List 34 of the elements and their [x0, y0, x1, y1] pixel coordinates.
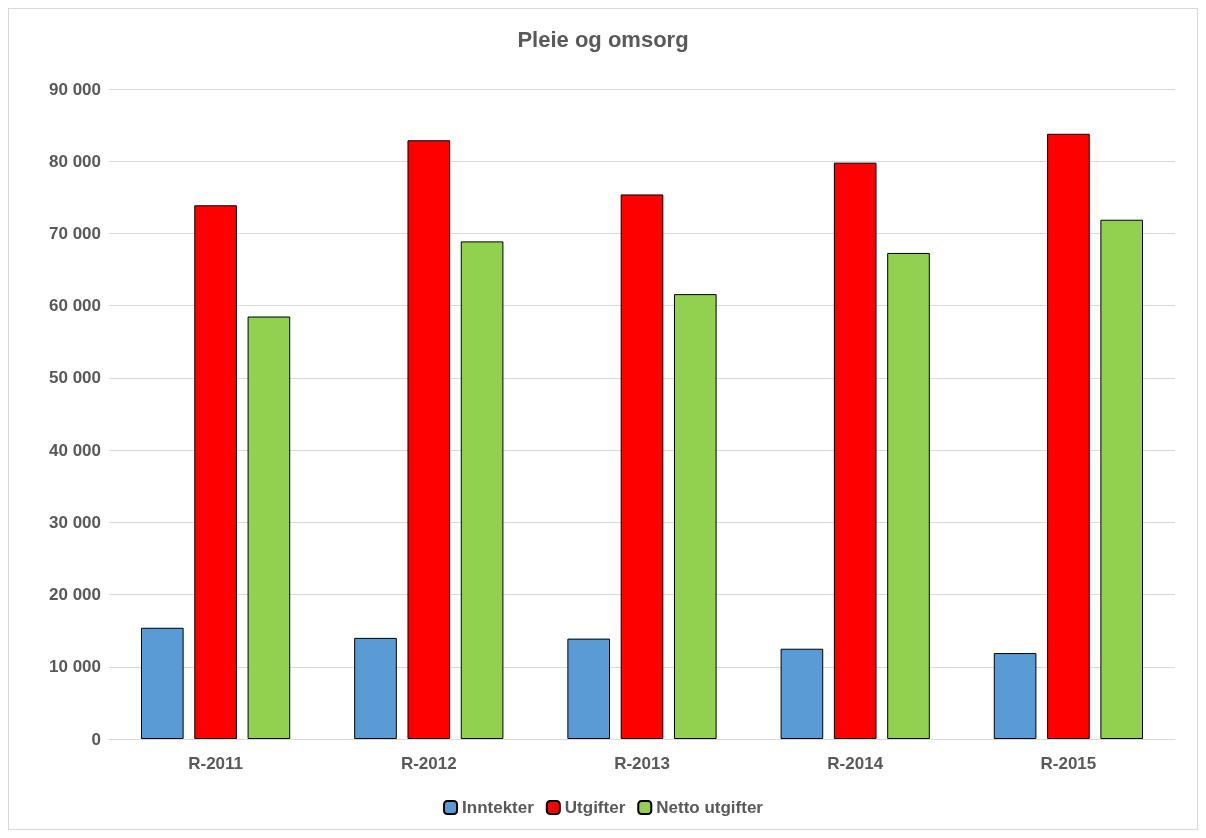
bar — [140, 627, 184, 739]
bar — [567, 638, 611, 739]
bar — [993, 653, 1037, 739]
y-tick-label: 50 000 — [49, 368, 101, 388]
bar — [354, 637, 397, 739]
x-tick-label: R-2011 — [188, 754, 244, 773]
bar — [407, 140, 451, 739]
y-tick-label: 40 000 — [49, 440, 101, 460]
y-tick-label: 90 000 — [49, 79, 101, 99]
x-tick-label: R-2015 — [1040, 754, 1097, 773]
legend-label: Utgifter — [564, 798, 626, 817]
bar — [887, 252, 930, 739]
y-tick-label: 10 000 — [49, 657, 101, 677]
legend-label: Netto utgifter — [656, 798, 764, 817]
bar — [673, 294, 717, 739]
legend-label: Inntekter — [462, 798, 535, 817]
y-tick-label: 70 000 — [49, 223, 101, 243]
bar — [247, 316, 291, 739]
x-tick-label: R-2013 — [614, 754, 670, 773]
bar — [833, 162, 877, 739]
chart-title: Pleie og omsorg — [517, 26, 689, 52]
y-tick-label: 80 000 — [49, 151, 101, 171]
bar — [620, 194, 664, 739]
y-tick-label: 20 000 — [49, 585, 101, 605]
bar — [1047, 133, 1090, 739]
y-tick-label: 30 000 — [49, 512, 101, 532]
bar — [194, 205, 237, 739]
y-tick-label: 60 000 — [49, 296, 101, 316]
bar — [1100, 219, 1144, 739]
bar — [780, 648, 824, 739]
x-tick-label: R-2014 — [827, 754, 884, 773]
bar — [460, 241, 504, 739]
x-tick-label: R-2012 — [400, 754, 457, 773]
y-tick-label: 0 — [91, 729, 101, 749]
